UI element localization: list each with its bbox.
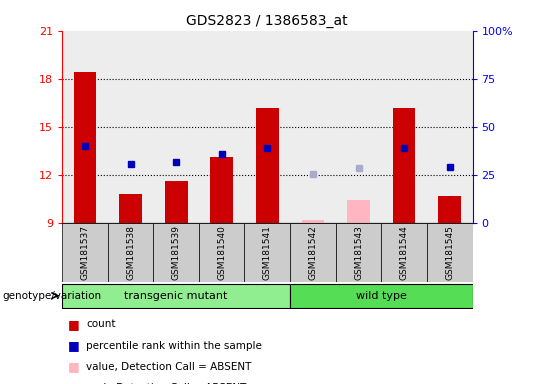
- Bar: [245, 31, 290, 223]
- Bar: [336, 223, 381, 282]
- Bar: [199, 31, 245, 223]
- Text: count: count: [86, 319, 116, 329]
- Bar: [153, 223, 199, 282]
- Bar: [256, 108, 279, 223]
- Bar: [107, 223, 153, 282]
- Text: GSM181543: GSM181543: [354, 225, 363, 280]
- Text: GSM181544: GSM181544: [400, 225, 409, 280]
- Bar: [438, 195, 461, 223]
- Bar: [62, 223, 107, 282]
- Bar: [153, 31, 199, 223]
- Title: GDS2823 / 1386583_at: GDS2823 / 1386583_at: [186, 14, 348, 28]
- Text: transgenic mutant: transgenic mutant: [124, 291, 228, 301]
- Text: genotype/variation: genotype/variation: [3, 291, 102, 301]
- Bar: [290, 283, 472, 308]
- Text: GSM181542: GSM181542: [308, 225, 318, 280]
- Bar: [427, 223, 472, 282]
- Text: GSM181538: GSM181538: [126, 225, 135, 280]
- Bar: [62, 31, 107, 223]
- Text: percentile rank within the sample: percentile rank within the sample: [86, 341, 262, 351]
- Text: wild type: wild type: [356, 291, 407, 301]
- Text: GSM181545: GSM181545: [445, 225, 454, 280]
- Bar: [210, 157, 233, 223]
- Bar: [165, 181, 187, 223]
- Text: rank, Detection Call = ABSENT: rank, Detection Call = ABSENT: [86, 383, 247, 384]
- Text: GSM181541: GSM181541: [263, 225, 272, 280]
- Bar: [107, 31, 153, 223]
- Bar: [290, 223, 336, 282]
- Bar: [427, 31, 472, 223]
- Bar: [290, 31, 336, 223]
- Text: GSM181537: GSM181537: [80, 225, 90, 280]
- Text: ■: ■: [68, 339, 79, 352]
- Text: GSM181540: GSM181540: [217, 225, 226, 280]
- Text: ■: ■: [68, 360, 79, 373]
- Bar: [73, 72, 96, 223]
- Bar: [393, 108, 415, 223]
- Text: ■: ■: [68, 381, 79, 384]
- Bar: [199, 223, 245, 282]
- Bar: [119, 194, 142, 223]
- Bar: [381, 31, 427, 223]
- Bar: [245, 223, 290, 282]
- Bar: [301, 220, 325, 223]
- Text: value, Detection Call = ABSENT: value, Detection Call = ABSENT: [86, 362, 252, 372]
- Bar: [62, 283, 290, 308]
- Bar: [347, 200, 370, 223]
- Bar: [336, 31, 381, 223]
- Text: GSM181539: GSM181539: [172, 225, 180, 280]
- Text: ■: ■: [68, 318, 79, 331]
- Bar: [381, 223, 427, 282]
